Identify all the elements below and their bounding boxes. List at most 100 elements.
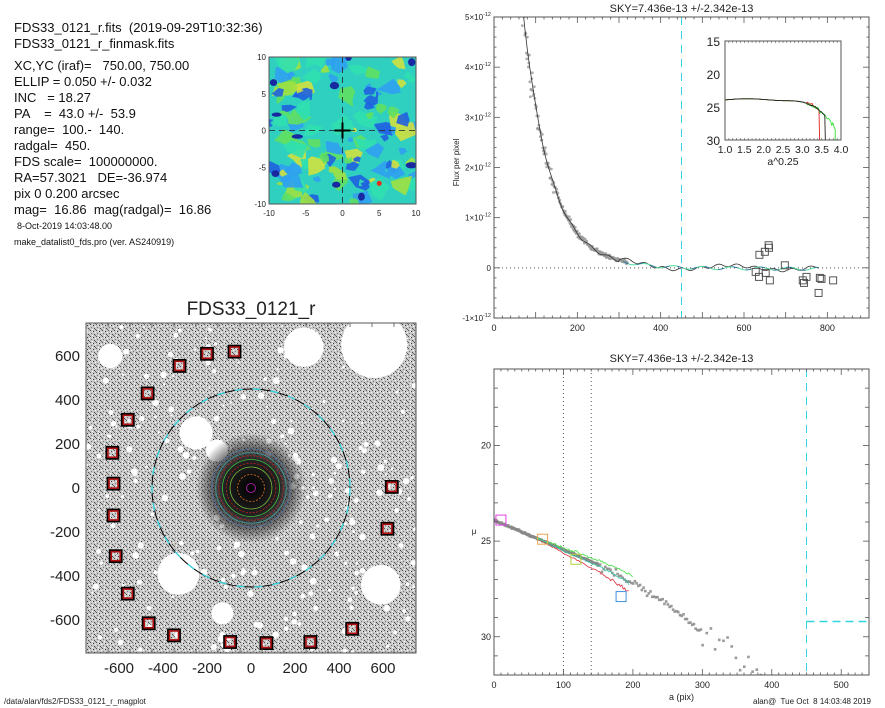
masked-star	[240, 394, 247, 400]
flux-x-tick-label: 800	[820, 323, 835, 333]
mu-point	[726, 636, 729, 639]
masked-star	[345, 488, 351, 494]
contour-level	[330, 57, 348, 74]
mu-point	[633, 579, 637, 583]
masked-star	[352, 530, 355, 534]
masked-star	[354, 591, 358, 595]
masked-star	[360, 421, 364, 425]
galaxy-image-plot: FDS33_0121_r -600 -400 -200 0 200 400 600 -600 -4…	[50, 299, 417, 677]
isophote-ellipse	[222, 459, 280, 517]
flux-profile-blue	[623, 261, 819, 271]
mu-point	[652, 595, 656, 598]
masked-star	[361, 469, 366, 475]
flux-point	[528, 80, 532, 84]
flux-point	[577, 232, 581, 236]
flux-point	[585, 239, 589, 243]
flux-point	[567, 215, 571, 219]
mu-curve	[535, 537, 630, 586]
sky-box	[261, 637, 272, 649]
contour-level	[295, 97, 311, 121]
image-x-tick-label: 400	[326, 660, 351, 677]
masked-star	[168, 406, 175, 413]
sky-box	[122, 588, 134, 599]
masked-star	[193, 348, 197, 351]
mu-point	[734, 656, 738, 660]
masked-star	[216, 545, 222, 551]
masked-region	[284, 327, 324, 368]
masked-star	[383, 604, 391, 612]
masked-star	[154, 415, 157, 419]
footer-stamp: alan@ Tue Oct 8 14:03:48 2019	[753, 697, 871, 706]
mu-point	[657, 598, 661, 602]
param-pa: PA = 43.0 +/- 53.9	[14, 106, 136, 121]
mu-point	[640, 588, 644, 592]
mu-point	[649, 590, 652, 593]
contour-low	[291, 134, 304, 139]
contour-level	[345, 161, 360, 171]
masked-star	[276, 368, 279, 371]
isophote-ellipse	[215, 452, 287, 524]
contour-level	[287, 70, 296, 80]
contour-level	[376, 78, 401, 95]
masked-star	[164, 438, 170, 444]
inset-x-tick-label: 3.5	[814, 144, 829, 156]
contour-level	[391, 159, 400, 169]
contour-level	[390, 175, 413, 196]
masked-star	[292, 611, 297, 617]
masked-star	[192, 455, 197, 460]
masked-star	[145, 465, 148, 469]
masked-star	[355, 561, 359, 565]
masked-star	[127, 419, 131, 423]
mu-x-tick-label: 100	[556, 680, 571, 690]
flux-point	[532, 85, 536, 89]
mu-data	[494, 369, 869, 675]
masked-star	[266, 405, 269, 408]
masked-star	[283, 616, 289, 621]
mu-point	[692, 622, 696, 626]
mu-xlabel: a (pix)	[669, 692, 694, 702]
sky-box	[386, 481, 398, 493]
masked-star	[376, 489, 383, 496]
mu-point	[671, 608, 675, 611]
masked-star	[313, 605, 319, 611]
mu-point	[683, 617, 687, 621]
flux-point	[519, 14, 522, 17]
masked-star	[349, 517, 354, 522]
masked-star	[299, 520, 303, 524]
contour-y-tick-label: 0	[262, 127, 267, 136]
masked-star	[341, 419, 345, 423]
mu-point	[656, 595, 659, 599]
masked-star	[96, 548, 102, 555]
mu-point	[647, 592, 651, 595]
flux-point	[563, 209, 567, 213]
masked-star	[146, 605, 152, 611]
masked-star	[106, 434, 110, 438]
mu-point	[644, 589, 647, 593]
sky-box	[108, 510, 119, 521]
mu-point	[696, 628, 699, 632]
masked-star	[253, 622, 259, 628]
masked-star	[119, 325, 124, 330]
masked-region	[98, 343, 123, 369]
flux-point	[528, 95, 532, 99]
mu-point	[722, 639, 725, 643]
masked-star	[394, 508, 400, 513]
contour-low	[405, 162, 416, 169]
image-x-tick-label: -600	[104, 660, 134, 677]
flux-y-tick-label: 4×10-12	[465, 62, 491, 72]
masked-star	[412, 585, 415, 589]
flux-point	[561, 205, 565, 208]
masked-star	[301, 564, 308, 571]
image-y-tick-label: 200	[55, 436, 80, 453]
contour-level	[296, 86, 304, 94]
flux-y-tick-label: 1×10-12	[465, 213, 491, 223]
mu-point	[616, 572, 619, 576]
contour-level	[276, 181, 283, 186]
contour-peak	[376, 180, 382, 186]
masked-star	[251, 569, 258, 576]
masked-star	[410, 560, 416, 566]
masked-star	[139, 416, 145, 422]
contour-level	[328, 73, 339, 83]
mu-point	[614, 568, 618, 571]
contour-level	[375, 103, 388, 114]
